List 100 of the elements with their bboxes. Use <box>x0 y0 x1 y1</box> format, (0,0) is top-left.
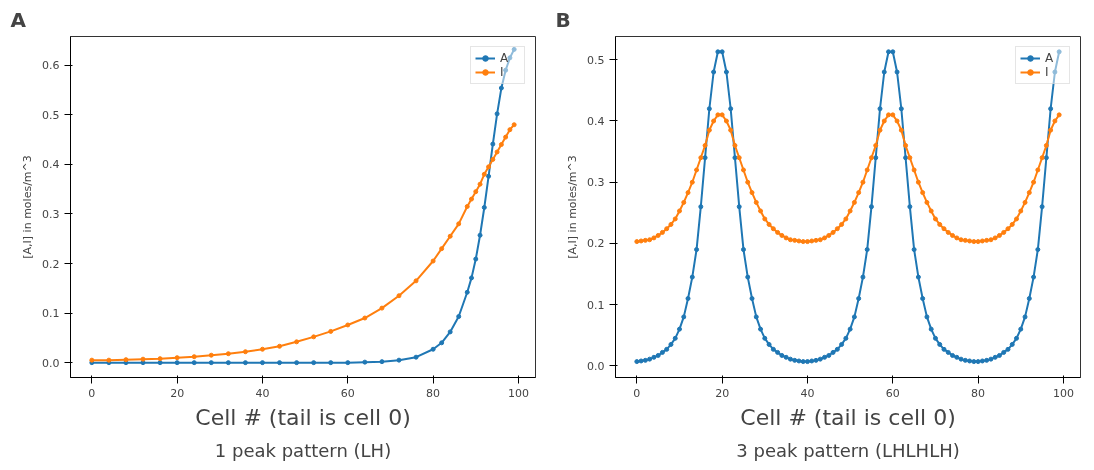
point <box>225 351 231 357</box>
x-tick-label: 60 <box>340 386 355 400</box>
point <box>311 360 317 366</box>
point <box>396 357 402 363</box>
point <box>477 181 483 187</box>
x-tick-label: 20 <box>170 386 185 400</box>
point <box>490 141 496 147</box>
y-tick-label: 0.3 <box>587 176 605 190</box>
legend-label: A <box>500 51 510 65</box>
point <box>362 315 368 321</box>
legend-label: I <box>1045 65 1050 79</box>
x-tick-label: 40 <box>255 386 270 400</box>
point <box>511 46 517 52</box>
y-tick-label: 0.1 <box>42 307 60 321</box>
y-tick-label: 0.0 <box>42 356 60 370</box>
point <box>511 122 517 128</box>
point <box>490 156 496 162</box>
y-tick-label: 0.0 <box>587 359 605 373</box>
point <box>507 127 513 133</box>
point <box>494 111 500 117</box>
point <box>140 356 146 362</box>
point <box>242 349 248 355</box>
point <box>439 340 445 346</box>
point <box>311 334 317 340</box>
point <box>486 173 492 179</box>
point <box>473 189 479 195</box>
y-tick-label: 0.1 <box>587 298 605 312</box>
point <box>413 354 419 360</box>
point <box>477 232 483 238</box>
point <box>208 352 214 358</box>
y-axis-title: [A,I] in moles/m^3 <box>566 155 580 259</box>
x-tick-label: 100 <box>507 386 529 400</box>
point <box>439 246 445 252</box>
point <box>191 354 197 360</box>
point <box>494 149 500 155</box>
x-tick-label: 40 <box>800 386 815 400</box>
y-tick-label: 0.5 <box>42 108 60 122</box>
y-tick-label: 0.3 <box>42 207 60 221</box>
point <box>498 142 504 148</box>
point <box>174 355 180 361</box>
x-axis-title: Cell # (tail is cell 0) <box>740 404 956 430</box>
y-tick-label: 0.4 <box>587 114 605 128</box>
chart-title: A <box>10 7 27 32</box>
point <box>259 346 265 352</box>
legend-label: A <box>1045 51 1055 65</box>
point <box>430 258 436 264</box>
point <box>379 305 385 311</box>
x-tick-label: 0 <box>88 386 96 400</box>
point <box>140 360 146 366</box>
point <box>259 360 265 366</box>
point <box>456 314 462 320</box>
x-tick-label: 20 <box>715 386 730 400</box>
point <box>469 275 475 281</box>
text: 3 peak pattern (LHLHLH) <box>736 439 960 461</box>
point <box>481 171 487 177</box>
point <box>294 360 300 366</box>
point <box>328 360 334 366</box>
point <box>481 205 487 210</box>
point <box>464 204 470 209</box>
point <box>345 322 351 328</box>
point <box>157 356 163 362</box>
point <box>208 360 214 366</box>
y-tick-label: 0.2 <box>42 257 60 271</box>
point <box>362 359 368 365</box>
point <box>277 360 283 366</box>
point <box>396 293 402 299</box>
point <box>328 328 334 334</box>
point <box>456 221 462 227</box>
point <box>157 360 163 366</box>
y-tick-label: 0.4 <box>42 158 60 172</box>
point <box>345 360 351 366</box>
y-axis-title: [A,I] in moles/m^3 <box>21 155 35 259</box>
x-tick-label: 100 <box>1052 386 1074 400</box>
y-tick-label: 0.2 <box>587 237 605 251</box>
point <box>503 67 509 73</box>
chart-title: B <box>555 7 571 32</box>
point <box>498 85 504 91</box>
text: 1 peak pattern (LH) <box>214 439 392 461</box>
point <box>413 278 419 284</box>
point <box>430 346 436 352</box>
y-tick-label: 0.5 <box>587 53 605 67</box>
point <box>225 360 231 366</box>
point <box>242 360 248 366</box>
x-tick-label: 0 <box>633 386 641 400</box>
point <box>379 359 385 365</box>
point <box>447 233 453 239</box>
point <box>486 164 492 170</box>
x-tick-label: 60 <box>885 386 900 400</box>
point <box>464 289 470 295</box>
point <box>473 256 479 262</box>
point <box>174 360 180 366</box>
x-tick-label: 80 <box>426 386 441 400</box>
point <box>294 339 300 345</box>
x-tick-label: 80 <box>971 386 986 400</box>
x-axis-title: Cell # (tail is cell 0) <box>195 404 411 430</box>
point <box>469 196 475 202</box>
point <box>191 360 197 366</box>
point <box>447 329 453 335</box>
y-tick-label: 0.6 <box>42 59 60 73</box>
legend-label: I <box>500 65 505 79</box>
